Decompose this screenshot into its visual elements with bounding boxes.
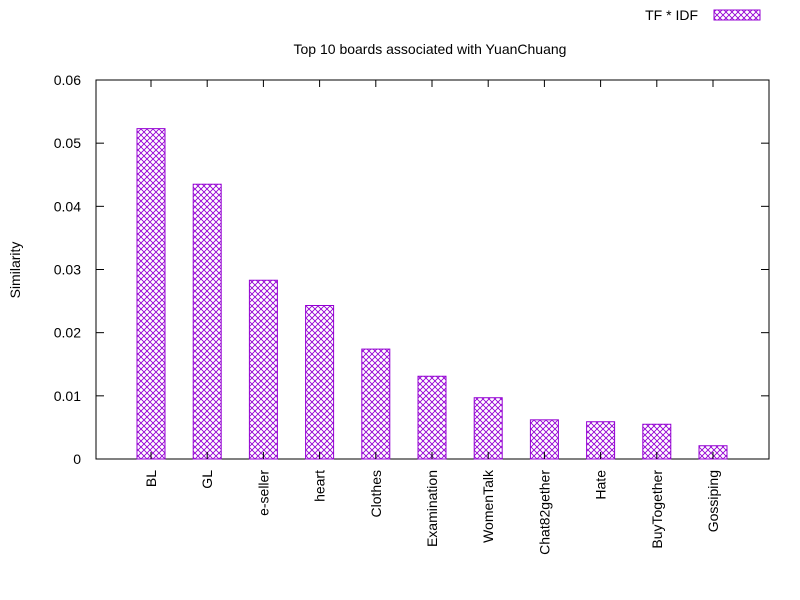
x-tick-label: BL	[143, 470, 159, 487]
bar-heart	[305, 305, 335, 460]
bar-gl	[192, 183, 222, 460]
y-tick-label: 0.06	[54, 72, 81, 88]
bar-clothes	[361, 348, 391, 460]
y-tick-label: 0.01	[54, 388, 81, 404]
bar-hate	[586, 421, 616, 460]
x-tick-label: BuyTogether	[649, 470, 665, 549]
legend-label: TF * IDF	[645, 7, 698, 23]
bar-examination	[417, 375, 447, 460]
x-axis-labels: BL GL e-seller heart Clothes Examination Women…	[143, 80, 721, 555]
x-tick-label: Hate	[593, 470, 609, 500]
x-tick-label: e-seller	[255, 470, 271, 516]
y-tick-label: 0	[73, 451, 81, 467]
bar-bl	[136, 128, 166, 460]
y-axis-ticks: 0 0.01 0.02 0.03 0.04 0.05 0.06	[54, 72, 769, 467]
chart-title: Top 10 boards associated with YuanChuang	[294, 41, 567, 57]
y-tick-label: 0.03	[54, 262, 81, 278]
x-tick-label: Examination	[424, 470, 440, 547]
x-tick-label: heart	[312, 470, 328, 502]
x-tick-label: Clothes	[368, 470, 384, 517]
x-tick-label: Chat82gether	[536, 470, 552, 555]
y-axis-label: Similarity	[7, 242, 23, 299]
y-tick-label: 0.04	[54, 198, 81, 214]
y-tick-label: 0.05	[54, 135, 81, 151]
bars-group	[136, 128, 728, 460]
bar-e-seller	[248, 279, 278, 460]
y-tick-label: 0.02	[54, 325, 81, 341]
bar-womentalk	[473, 397, 503, 460]
legend: TF * IDF	[645, 7, 761, 23]
x-tick-label: WomenTalk	[480, 469, 496, 543]
legend-swatch	[713, 9, 761, 21]
x-tick-label: Gossiping	[705, 470, 721, 532]
x-tick-label: GL	[199, 470, 215, 489]
